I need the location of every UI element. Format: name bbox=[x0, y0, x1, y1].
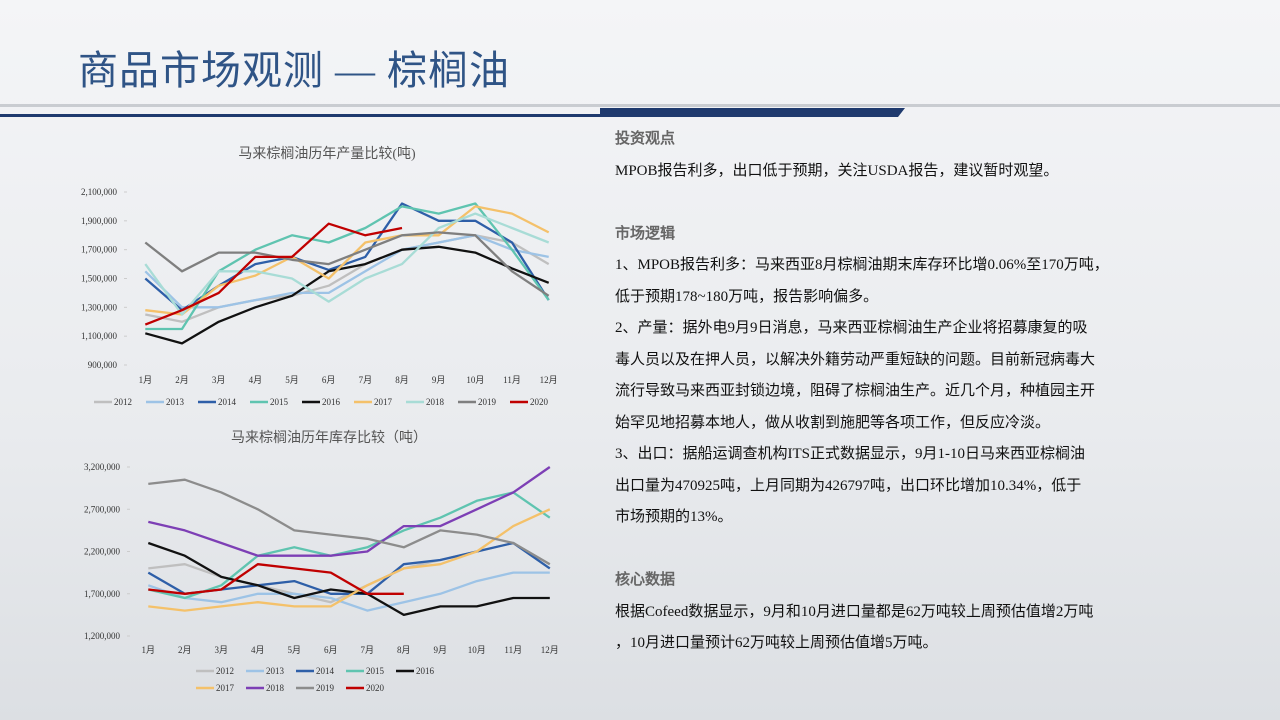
text-line: 根据Cofeed数据显示，9月和10月进口量都是62万吨较上周预估值增2万吨 bbox=[615, 603, 1094, 620]
x-tick-label: 5月 bbox=[285, 375, 299, 385]
x-tick-label: 5月 bbox=[287, 645, 301, 655]
series-line bbox=[144, 212, 550, 316]
x-tick-label: 2月 bbox=[178, 645, 192, 655]
text-line: 出口量为470925吨，上月同期为426797吨，出口环比增加10.34%，低于 bbox=[615, 477, 1082, 494]
legend-label: 2014 bbox=[218, 397, 237, 407]
series-line bbox=[148, 508, 551, 612]
x-tick-label: 7月 bbox=[359, 375, 373, 385]
legend-label: 2019 bbox=[478, 397, 497, 407]
legend-label: 2012 bbox=[114, 397, 132, 407]
x-tick-label: 12月 bbox=[540, 375, 558, 385]
rule bbox=[0, 104, 1280, 107]
text-line: 始罕见地招募本地人，做从收割到施肥等各项工作，但反应冷淡。 bbox=[615, 414, 1051, 431]
x-tick-label: 3月 bbox=[214, 645, 228, 655]
x-tick-label: 6月 bbox=[324, 645, 338, 655]
y-tick-label: 900,000 bbox=[88, 360, 118, 370]
chart-title: 马来棕榈油历年库存比较（吨） bbox=[231, 430, 427, 446]
text-line: ，10月进口量预计62万吨较上周预估值增5万吨。 bbox=[615, 635, 938, 651]
legend-label: 2018 bbox=[266, 683, 285, 693]
series-line bbox=[144, 222, 403, 326]
series-line bbox=[148, 478, 551, 566]
legend-label: 2016 bbox=[416, 666, 435, 676]
x-tick-label: 10月 bbox=[466, 375, 484, 385]
x-tick-label: 2月 bbox=[175, 375, 189, 385]
x-tick-label: 8月 bbox=[397, 645, 411, 655]
text-line: 低于预期178~180万吨，报告影响偏多。 bbox=[615, 288, 879, 305]
x-tick-label: 6月 bbox=[322, 375, 336, 385]
y-tick-label: 2,700,000 bbox=[84, 504, 121, 514]
x-tick-label: 10月 bbox=[468, 645, 486, 655]
series-line bbox=[147, 571, 550, 612]
y-tick-label: 1,500,000 bbox=[81, 274, 118, 284]
section-heading: 投资观点 bbox=[615, 131, 676, 147]
text-line: 流行导致马来西亚封锁边境，阻碍了棕榈油生产。近几个月，种植园主开 bbox=[615, 383, 1096, 399]
text-line: 3、出口：据船运调查机构ITS正式数据显示，9月1-10日马来西亚棕榈油 bbox=[615, 446, 1085, 462]
y-tick-label: 1,300,000 bbox=[81, 302, 118, 312]
section-heading: 核心数据 bbox=[615, 572, 676, 588]
x-tick-label: 3月 bbox=[212, 375, 226, 385]
x-tick-label: 9月 bbox=[433, 645, 447, 655]
text-line: 毒人员以及在押人员，以解决外籍劳动严重短缺的问题。目前新冠病毒大 bbox=[615, 351, 1096, 368]
series-line bbox=[147, 541, 550, 617]
series-line bbox=[148, 563, 404, 595]
y-tick-label: 1,700,000 bbox=[81, 245, 118, 255]
spacer bbox=[615, 534, 1255, 566]
series-line bbox=[145, 202, 550, 331]
chart-title: 马来棕榈油历年产量比较(吨) bbox=[238, 146, 416, 162]
legend-label: 2013 bbox=[166, 397, 185, 407]
legend-label: 2018 bbox=[426, 397, 445, 407]
legend-label: 2017 bbox=[374, 397, 393, 407]
y-tick-label: 1,900,000 bbox=[81, 216, 118, 226]
x-tick-label: 7月 bbox=[360, 645, 374, 655]
series-line bbox=[148, 491, 551, 600]
x-tick-label: 4月 bbox=[251, 645, 265, 655]
x-tick-label: 1月 bbox=[139, 375, 153, 385]
x-tick-label: 4月 bbox=[249, 375, 263, 385]
y-tick-label: 1,200,000 bbox=[84, 631, 121, 641]
legend-label: 2014 bbox=[316, 666, 335, 676]
x-tick-label: 8月 bbox=[395, 375, 409, 385]
legend-label: 2019 bbox=[316, 683, 335, 693]
legend-label: 2020 bbox=[366, 683, 385, 693]
series-line bbox=[148, 466, 551, 557]
series-line bbox=[144, 234, 549, 309]
legend-label: 2012 bbox=[216, 666, 234, 676]
y-tick-label: 2,200,000 bbox=[84, 547, 121, 557]
text-panel: 投资观点 MPOB报告利多，出口低于预期，关注USDA报告，建议暂时观望。 市场逻辑… bbox=[615, 124, 1255, 660]
y-tick-label: 1,700,000 bbox=[84, 589, 121, 599]
text-line: 1、MPOB报告利多：马来西亚8月棕榈油期末库存环比增0.06%至170万吨， bbox=[615, 257, 1109, 273]
series-line bbox=[144, 245, 550, 345]
section-heading: 市场逻辑 bbox=[615, 225, 676, 242]
x-tick-label: 11月 bbox=[504, 645, 522, 655]
x-tick-label: 1月 bbox=[141, 645, 155, 655]
text-line: MPOB报告利多，出口低于预期，关注USDA报告，建议暂时观望。 bbox=[615, 162, 1059, 179]
text-line: 2、产量：据外电9月9日消息，马来西亚棕榈油生产企业将招募康复的吸 bbox=[615, 320, 1088, 336]
y-tick-label: 3,200,000 bbox=[84, 462, 121, 472]
y-tick-label: 1,100,000 bbox=[81, 331, 118, 341]
legend-label: 2020 bbox=[530, 397, 549, 407]
x-tick-label: 9月 bbox=[432, 375, 446, 385]
legend-label: 2016 bbox=[322, 397, 341, 407]
legend-label: 2015 bbox=[270, 397, 289, 407]
spacer bbox=[615, 187, 1255, 219]
legend-label: 2017 bbox=[216, 683, 235, 693]
series-line bbox=[145, 205, 550, 316]
x-tick-label: 11月 bbox=[503, 375, 521, 385]
legend-label: 2015 bbox=[366, 666, 385, 676]
title: 商品市场观测 — 棕榈油 bbox=[78, 48, 510, 93]
legend-label: 2013 bbox=[266, 666, 285, 676]
charts: 马来棕榈油历年产量比较(吨) 900,000 1,100,000 1,300,000 1… bbox=[81, 146, 559, 693]
y-tick-label: 2,100,000 bbox=[81, 187, 118, 197]
series-line bbox=[144, 231, 550, 297]
x-tick-label: 12月 bbox=[541, 645, 559, 655]
bar bbox=[0, 108, 905, 117]
text-line: 市场预期的13%。 bbox=[615, 509, 733, 525]
